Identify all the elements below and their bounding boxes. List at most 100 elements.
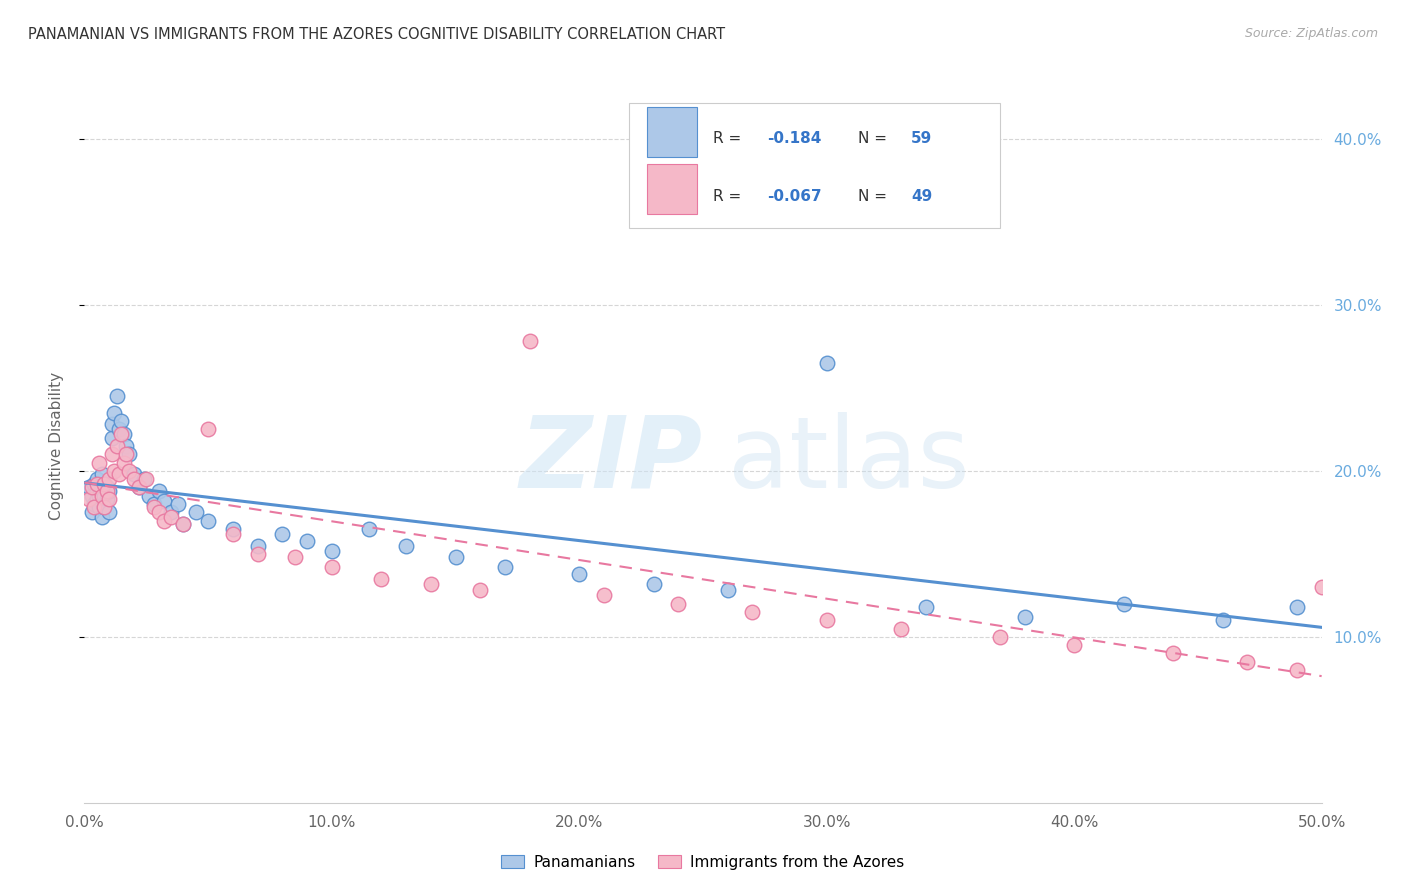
Point bbox=[122, 467, 145, 482]
Point bbox=[568, 566, 591, 581]
Point bbox=[1236, 655, 1258, 669]
Point bbox=[86, 492, 108, 507]
Point bbox=[1063, 638, 1085, 652]
Point bbox=[100, 431, 122, 445]
FancyBboxPatch shape bbox=[647, 107, 697, 157]
Point bbox=[96, 492, 118, 507]
Point bbox=[1360, 693, 1382, 707]
Point bbox=[444, 550, 467, 565]
Point bbox=[890, 622, 912, 636]
Point bbox=[118, 447, 141, 461]
Point bbox=[80, 481, 103, 495]
Text: N =: N = bbox=[858, 189, 891, 204]
Point bbox=[80, 505, 103, 519]
Text: Source: ZipAtlas.com: Source: ZipAtlas.com bbox=[1244, 27, 1378, 40]
Point bbox=[246, 539, 269, 553]
Point bbox=[128, 481, 150, 495]
Point bbox=[79, 481, 101, 495]
Point bbox=[184, 505, 207, 519]
Point bbox=[519, 334, 541, 349]
Point bbox=[1285, 599, 1308, 614]
Point bbox=[108, 467, 131, 482]
Point bbox=[86, 477, 108, 491]
Point bbox=[83, 497, 105, 511]
Point bbox=[148, 505, 170, 519]
Point bbox=[246, 547, 269, 561]
Text: N =: N = bbox=[858, 130, 891, 145]
Point bbox=[593, 588, 616, 602]
Point bbox=[115, 447, 138, 461]
Point bbox=[122, 472, 145, 486]
Point bbox=[321, 543, 343, 558]
Point bbox=[494, 560, 516, 574]
Point bbox=[357, 522, 380, 536]
Point bbox=[90, 510, 112, 524]
Point bbox=[89, 456, 111, 470]
Point bbox=[1336, 688, 1358, 702]
Point bbox=[284, 550, 307, 565]
Point bbox=[321, 560, 343, 574]
Point bbox=[988, 630, 1011, 644]
Point bbox=[197, 422, 219, 436]
Text: ZIP: ZIP bbox=[520, 412, 703, 508]
Point bbox=[98, 483, 121, 498]
Point bbox=[103, 464, 125, 478]
Point bbox=[271, 527, 294, 541]
Text: -0.184: -0.184 bbox=[768, 130, 821, 145]
Point bbox=[89, 500, 111, 515]
Point bbox=[93, 477, 115, 491]
Text: PANAMANIAN VS IMMIGRANTS FROM THE AZORES COGNITIVE DISABILITY CORRELATION CHART: PANAMANIAN VS IMMIGRANTS FROM THE AZORES… bbox=[28, 27, 725, 42]
Point bbox=[98, 472, 121, 486]
Point bbox=[105, 439, 128, 453]
Point bbox=[370, 572, 392, 586]
Point bbox=[167, 497, 190, 511]
Point bbox=[89, 489, 111, 503]
Point bbox=[815, 356, 838, 370]
Point bbox=[79, 492, 101, 507]
Point bbox=[172, 516, 194, 531]
Point bbox=[98, 492, 121, 507]
Y-axis label: Cognitive Disability: Cognitive Disability bbox=[49, 372, 63, 520]
Point bbox=[93, 477, 115, 491]
Point bbox=[96, 483, 118, 498]
Point bbox=[666, 597, 689, 611]
Point bbox=[112, 427, 135, 442]
Point bbox=[148, 483, 170, 498]
Point bbox=[103, 406, 125, 420]
Point bbox=[93, 500, 115, 515]
Legend: Panamanians, Immigrants from the Azores: Panamanians, Immigrants from the Azores bbox=[494, 847, 912, 877]
Point bbox=[90, 467, 112, 482]
Point bbox=[135, 472, 157, 486]
Point bbox=[100, 417, 122, 432]
Point bbox=[643, 576, 665, 591]
Point bbox=[152, 493, 174, 508]
Point bbox=[815, 613, 838, 627]
FancyBboxPatch shape bbox=[647, 164, 697, 214]
Point bbox=[295, 533, 318, 548]
Point bbox=[717, 583, 740, 598]
Point bbox=[142, 500, 165, 515]
Point bbox=[138, 489, 160, 503]
Point bbox=[1014, 610, 1036, 624]
Point bbox=[90, 489, 112, 503]
Point bbox=[110, 414, 132, 428]
Point bbox=[1112, 597, 1135, 611]
Point bbox=[98, 505, 121, 519]
Text: 59: 59 bbox=[911, 130, 932, 145]
Point bbox=[90, 481, 112, 495]
Point bbox=[172, 516, 194, 531]
Point bbox=[115, 439, 138, 453]
Point bbox=[110, 427, 132, 442]
Point bbox=[108, 422, 131, 436]
Point bbox=[741, 605, 763, 619]
Point bbox=[93, 489, 115, 503]
Point bbox=[83, 477, 105, 491]
Text: 49: 49 bbox=[911, 189, 932, 204]
Point bbox=[112, 456, 135, 470]
Point bbox=[395, 539, 418, 553]
Point bbox=[1161, 647, 1184, 661]
Point bbox=[914, 599, 936, 614]
Point bbox=[132, 472, 155, 486]
Point bbox=[160, 505, 183, 519]
Point bbox=[419, 576, 441, 591]
